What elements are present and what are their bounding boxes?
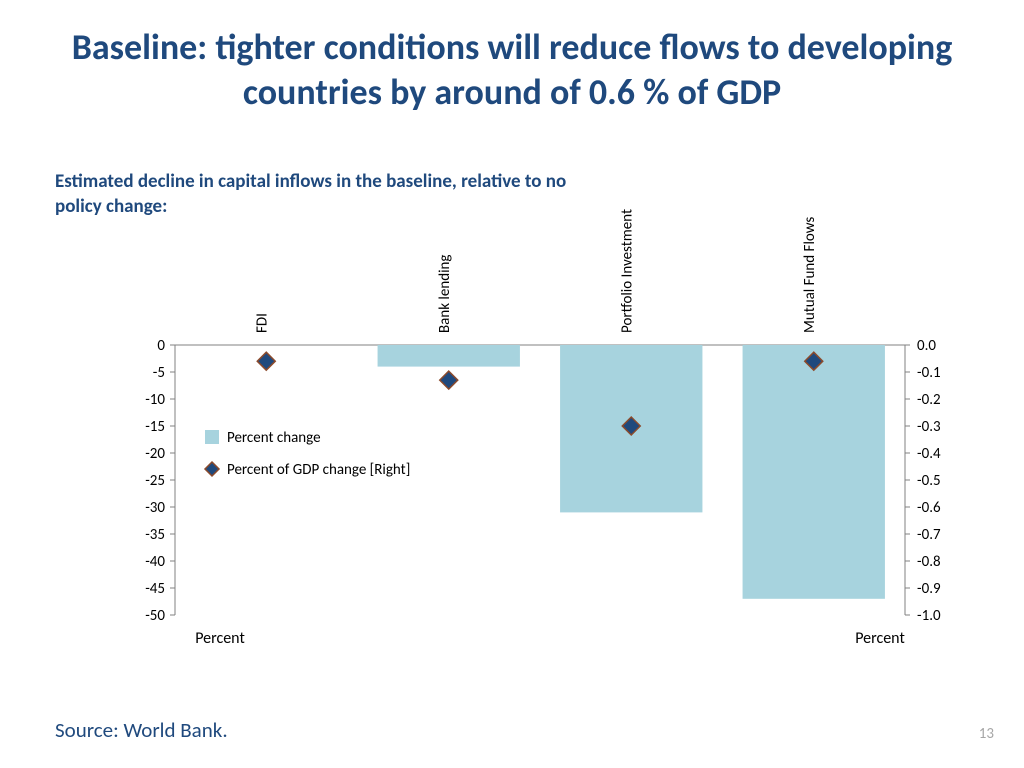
svg-text:-0.4: -0.4: [917, 445, 941, 463]
svg-text:-30: -30: [145, 499, 165, 517]
svg-text:-15: -15: [145, 418, 165, 436]
svg-text:-5: -5: [153, 364, 165, 382]
svg-text:-20: -20: [145, 445, 165, 463]
svg-text:Bank lending: Bank lending: [436, 255, 454, 334]
svg-text:-0.1: -0.1: [917, 364, 941, 382]
svg-text:-0.6: -0.6: [917, 499, 941, 517]
svg-text:-0.7: -0.7: [917, 526, 941, 544]
svg-text:FDI: FDI: [253, 313, 271, 333]
svg-text:Percent change: Percent change: [227, 429, 321, 447]
svg-text:-0.9: -0.9: [917, 580, 941, 598]
svg-text:-45: -45: [145, 580, 165, 598]
svg-text:-0.3: -0.3: [917, 418, 941, 436]
svg-text:Portfolio Investment: Portfolio Investment: [618, 209, 636, 333]
svg-text:-10: -10: [145, 391, 165, 409]
page-number: 13: [979, 725, 994, 743]
svg-text:-0.2: -0.2: [917, 391, 941, 409]
svg-text:Percent of GDP change [Right]: Percent of GDP change [Right]: [227, 461, 410, 479]
svg-text:-0.8: -0.8: [917, 553, 941, 571]
slide-title: Baseline: tighter conditions will reduce…: [40, 25, 984, 115]
svg-text:-0.5: -0.5: [917, 472, 941, 490]
svg-text:Mutual Fund Flows: Mutual Fund Flows: [801, 217, 819, 333]
svg-text:Percent: Percent: [855, 629, 905, 648]
svg-text:-50: -50: [145, 607, 165, 625]
capital-inflows-chart: 0 -5 -10 -15 -20 -25 -30 -35 -40 -45 -50 0.0 -0.1 -0.…: [55, 180, 975, 680]
svg-text:0: 0: [157, 337, 165, 355]
svg-text:0.0: 0.0: [917, 337, 936, 355]
svg-text:Percent: Percent: [195, 629, 245, 648]
svg-text:-40: -40: [145, 553, 165, 571]
source-text: Source: World Bank.: [55, 717, 228, 743]
svg-text:-1.0: -1.0: [917, 607, 941, 625]
svg-text:-35: -35: [145, 526, 165, 544]
svg-text:-25: -25: [145, 472, 165, 490]
